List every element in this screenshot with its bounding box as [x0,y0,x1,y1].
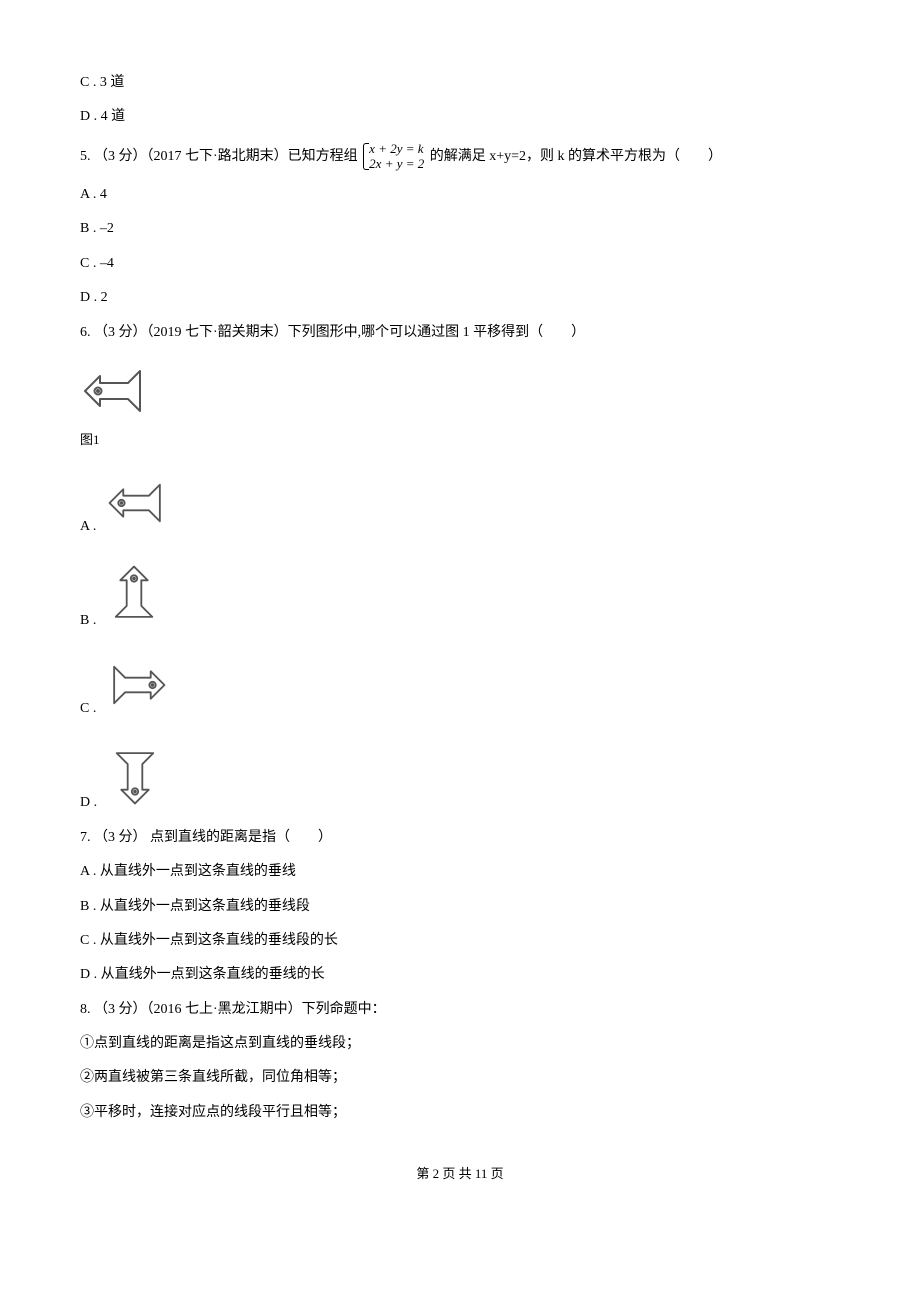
q8-stem: 8. （3 分）（2016 七上·黑龙江期中）下列命题中： [80,999,840,1021]
q8-statement-1: ①点到直线的距离是指这点到直线的垂线段； [80,1033,840,1055]
q8-statement-2: ②两直线被第三条直线所截，同位角相等； [80,1067,840,1089]
q5-stem-part-b: 的解满足 x+y=2，则 k 的算术平方根为（ ） [430,149,722,164]
q5-option-b: B . –2 [80,218,840,240]
q4-option-c: C . 3 道 [80,72,840,94]
q7-option-a: A . 从直线外一点到这条直线的垂线 [80,861,840,883]
q8-statement-3: ③平移时，连接对应点的线段平行且相等； [80,1102,840,1124]
page-footer: 第 2 页 共 11 页 [80,1164,840,1185]
q5-option-c: C . –4 [80,253,840,275]
q5-option-a: A . 4 [80,184,840,206]
q7-option-b: B . 从直线外一点到这条直线的垂线段 [80,896,840,918]
fish-left-icon [102,471,172,535]
q6-option-c: C . [80,645,840,721]
q5-eq1: x + 2y = k [369,141,423,156]
q6-option-a-label: A . [80,516,96,538]
q6-option-d: D . [80,733,840,815]
q4-option-d: D . 4 道 [80,106,840,128]
q7-option-d: D . 从直线外一点到这条直线的垂线的长 [80,964,840,986]
q7-stem: 7. （3 分） 点到直线的距离是指（ ） [80,827,840,849]
q5-stem: 5. （3 分）（2017 七下·路北期末）已知方程组 x + 2y = k 2… [80,141,840,172]
fish-up-icon [102,559,166,629]
q6-option-c-label: C . [80,698,96,720]
fish-down-icon [103,741,167,811]
q5-equation-system: x + 2y = k 2x + y = 2 [363,141,424,172]
q6-stem: 6. （3 分）（2019 七下·韶关期末）下列图形中,哪个可以通过图 1 平移… [80,322,840,344]
q6-figure1: 图1 [80,356,840,451]
q6-option-a: A . [80,463,840,539]
q6-option-d-label: D . [80,792,97,814]
q5-option-d: D . 2 [80,287,840,309]
fish-right-icon [102,653,172,717]
q6-option-b-label: B . [80,610,96,632]
fish-left-icon [80,356,150,426]
q5-eq2: 2x + y = 2 [369,156,424,171]
q5-stem-part-a: 5. （3 分）（2017 七下·路北期末）已知方程组 [80,149,358,164]
q7-option-c: C . 从直线外一点到这条直线的垂线段的长 [80,930,840,952]
q6-option-b: B . [80,551,840,633]
q6-figure1-caption: 图1 [80,430,840,451]
